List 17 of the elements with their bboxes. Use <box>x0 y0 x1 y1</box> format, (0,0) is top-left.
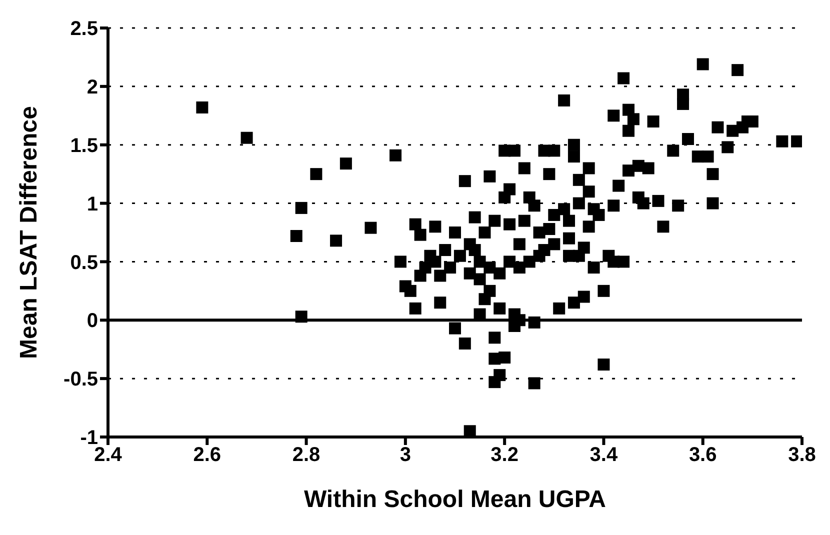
x-tick-label: 3.6 <box>688 444 717 466</box>
y-tick-label: 0 <box>86 310 98 332</box>
y-tick-label: 2 <box>86 76 98 99</box>
y-tick-label: 0.5 <box>70 252 98 274</box>
x-tick-label: 3.4 <box>590 444 618 466</box>
x-tick-label: 2.4 <box>94 444 123 466</box>
x-tick-label: 3.8 <box>788 444 816 466</box>
x-tick-label: 3.2 <box>490 444 518 466</box>
y-tick-label: 2.5 <box>70 18 98 40</box>
y-axis-title: Mean LSAT Difference <box>16 106 43 359</box>
x-axis-title: Within School Mean UGPA <box>304 486 606 513</box>
x-tick-label: 2.6 <box>193 444 222 466</box>
y-tick-label: -0.5 <box>64 368 98 391</box>
y-tick-label: 1.5 <box>70 134 98 157</box>
y-tick-label: 1 <box>86 193 98 216</box>
x-tick-label: 2.8 <box>292 444 320 466</box>
x-tick-label: 3 <box>400 444 411 466</box>
